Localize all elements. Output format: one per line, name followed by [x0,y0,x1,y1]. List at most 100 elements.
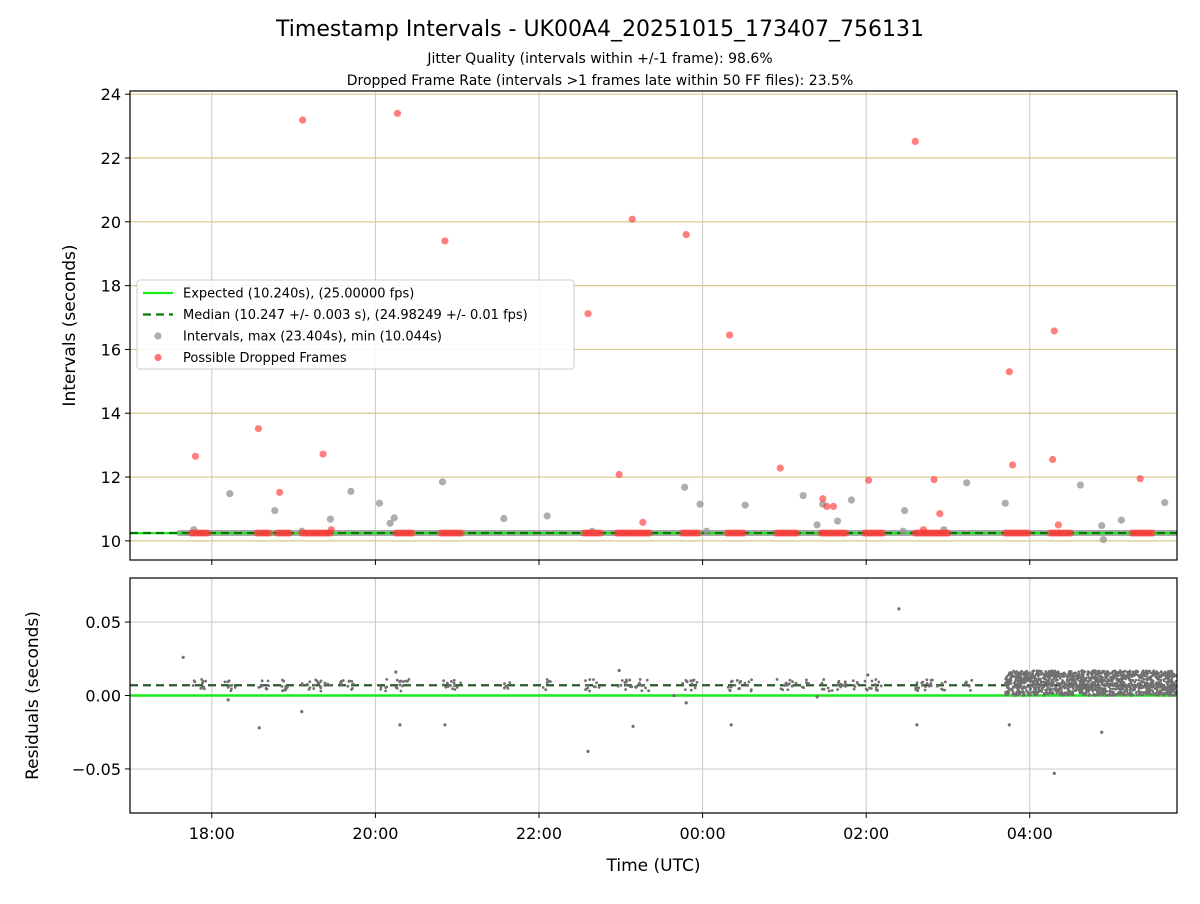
residual-dot-130 [738,687,742,690]
interval-point-11 [543,512,551,520]
residual-dot-1356 [1029,675,1032,679]
residual-dot-1594 [1037,683,1040,687]
residual-dot-193 [921,680,925,684]
residual-dot-96 [640,689,644,693]
residual-dot-1600 [1120,682,1124,686]
residual-dot-1396 [1020,679,1024,683]
residual-dot-264 [852,683,855,687]
residual-dot-152 [785,683,789,687]
residual-dot-1587 [1116,670,1119,674]
residual-dot-240 [508,681,512,684]
residual-dot-1641 [1036,674,1040,678]
residual-dot-1435 [1098,670,1102,674]
residual-dot-1438 [1114,685,1118,688]
residual-dot-267 [965,680,968,684]
residual-dot-1512 [1159,675,1162,679]
residual-dot-1630 [1022,693,1026,696]
legend-label-0: Expected (10.240s), (25.00000 fps) [183,287,414,302]
residual-dot-164 [839,685,843,689]
residual-dot-1067 [1111,672,1114,675]
interval-point-4 [326,515,335,523]
residual-dot-129 [739,680,743,683]
residual-dot-1661 [1103,679,1107,683]
residual-dot-76 [449,684,452,687]
residual-dot-1620 [1048,690,1052,694]
residual-dot-1131 [1129,690,1132,693]
residual-dot-1609 [1029,691,1033,694]
residual-dot-232 [379,687,383,691]
residual-outlier-1 [257,726,261,730]
dropped-point-14 [776,464,784,472]
residual-dot-1293 [1007,687,1011,690]
residual-dot-200 [940,687,943,691]
residual-dot-1599 [1094,669,1097,672]
residual-dot-1525 [1031,670,1034,673]
residual-dot-935 [1077,676,1081,680]
residual-dot-61 [399,689,403,693]
interval-point-13 [680,483,689,491]
residual-dot-1042 [1016,689,1020,692]
residual-dot-1126 [1044,670,1047,673]
residual-dot-45 [323,681,327,685]
residual-dot-1472 [1012,674,1016,678]
residual-dot-215 [229,689,233,693]
residual-dot-124 [684,679,688,682]
residual-dot-1522 [1035,681,1038,685]
residual-dot-1327 [1091,689,1095,693]
residual-dot-1518 [1032,680,1035,684]
dropped-cluster-9-7 [739,529,748,537]
residual-dot-1183 [1104,676,1107,680]
residual-dot-116 [690,682,694,686]
residual-dot-1656 [1101,669,1104,673]
bottom-panel: −0.05 0.00 0.05 18:00 20:00 22:00 00:00 02:00 04… [23,577,1178,876]
residual-dot-1205 [1111,691,1115,695]
dropped-point-2 [276,488,284,496]
residual-dot-51 [395,678,399,682]
residual-dot-222 [338,681,342,685]
residual-dot-1411 [1034,677,1038,681]
residual-dot-108 [647,689,651,693]
residual-dot-118 [695,680,699,684]
residual-dot-1448 [1132,670,1136,674]
residual-dot-123 [684,688,687,692]
residual-dot-670 [1143,674,1147,678]
residual-outlier-17 [866,673,870,677]
interval-point-17 [813,521,821,529]
residual-dot-135 [735,679,739,682]
residual-dot-1500 [1171,689,1175,692]
residual-dot-159 [839,682,843,686]
residual-dot-109 [628,685,632,689]
residual-dot-1662 [1098,692,1101,696]
residual-dot-1617 [1130,678,1133,682]
residual-dot-125 [693,686,697,690]
residual-dot-46 [308,680,312,684]
dropped-cluster-14-10 [1024,529,1032,537]
residual-dot-163 [836,688,840,691]
residual-dot-1449 [1092,693,1095,697]
interval-point-5 [347,487,355,496]
legend-dropped-swatch [154,353,162,362]
residual-dot-70 [446,685,450,689]
dropped-cluster-1-5 [265,529,273,537]
residual-dot-1300 [1028,671,1031,674]
residual-dot-88 [586,686,590,690]
residual-dot-1652 [1164,691,1168,694]
residual-dot-921 [1041,672,1044,675]
residual-dot-1057 [1133,680,1137,684]
residual-dot-1571 [1020,690,1024,694]
residual-dot-53 [401,680,405,684]
residual-dot-1333 [1048,670,1051,673]
dropped-cluster-8-7 [694,529,703,537]
residual-dot-148 [788,678,792,682]
residual-dot-1397 [1143,672,1147,675]
residual-dot-16 [257,685,261,689]
chart-title: Timestamp Intervals - UK00A4_20251015_17… [275,17,924,42]
residual-dot-223 [350,688,353,691]
residual-dot-1535 [1026,679,1029,682]
residual-dot-112 [638,678,642,681]
residual-dot-255 [807,682,811,686]
residual-dot-1667 [1087,680,1091,683]
residual-dot-177 [870,679,874,683]
residual-dot-1443 [1142,681,1146,684]
